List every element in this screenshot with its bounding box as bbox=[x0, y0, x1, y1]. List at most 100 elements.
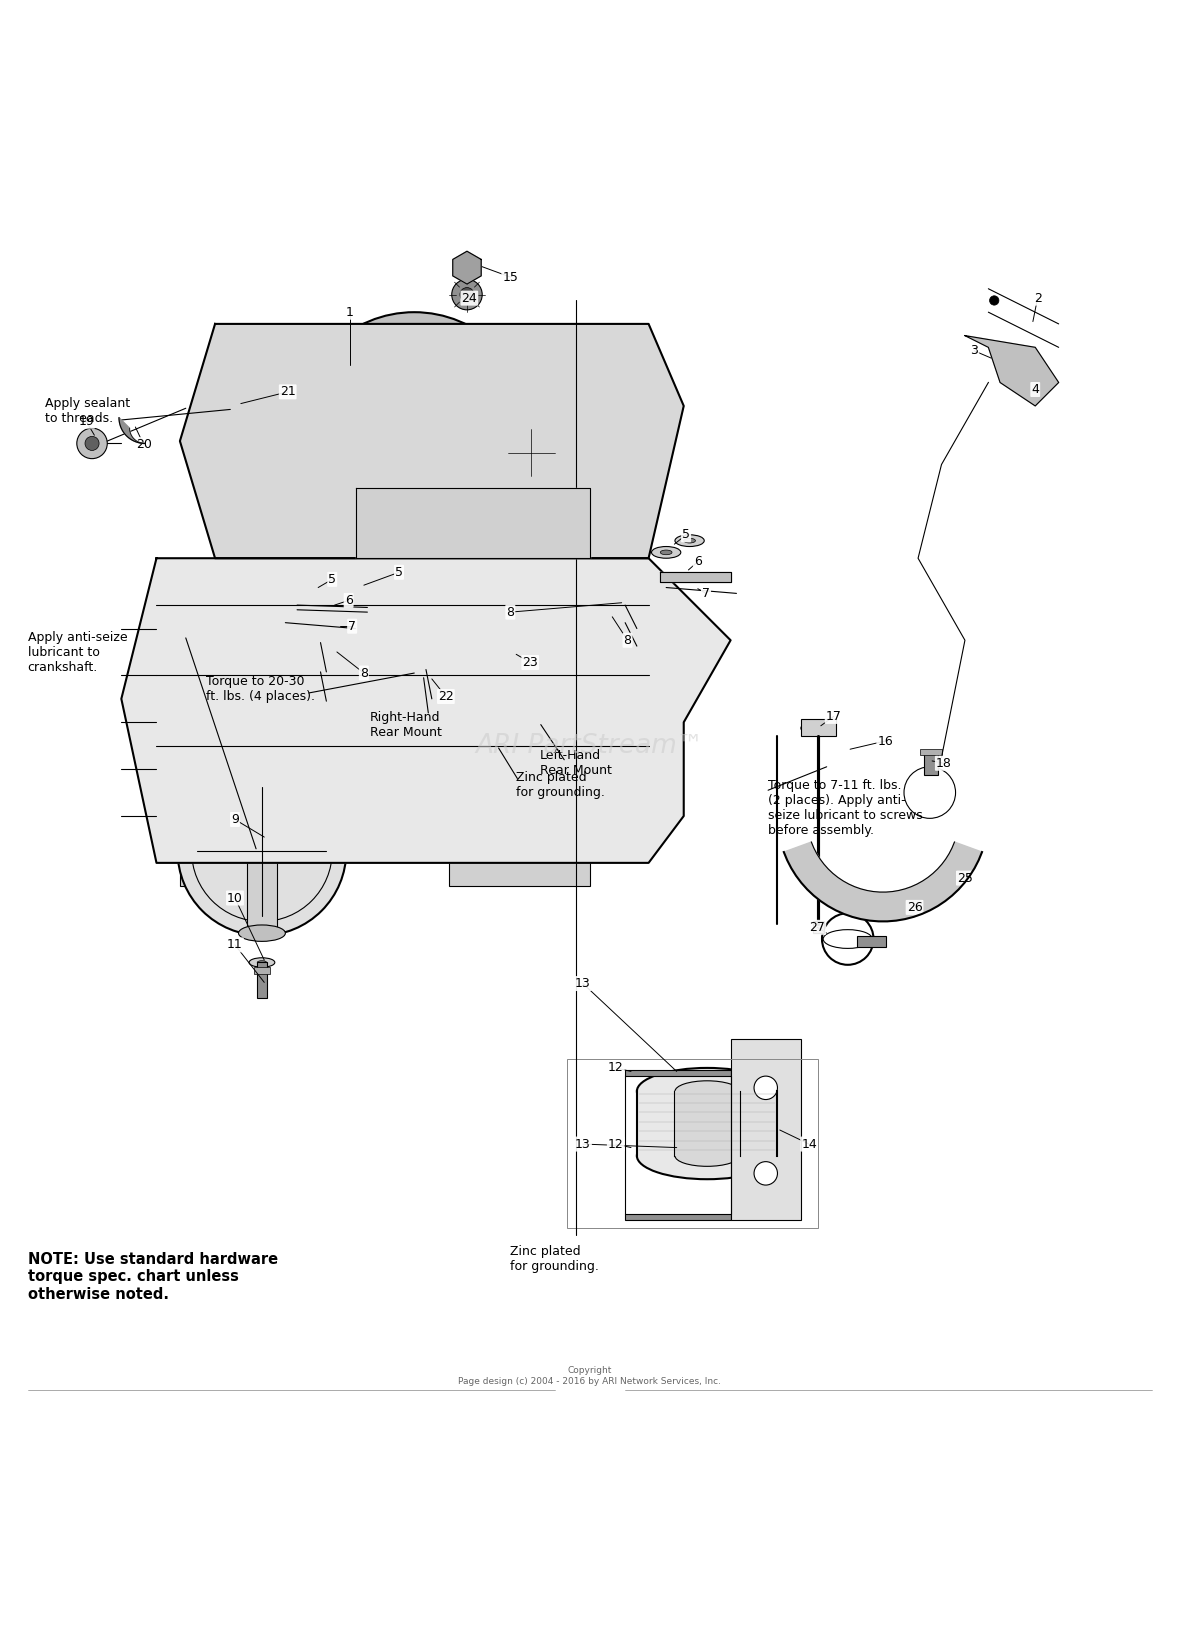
Circle shape bbox=[353, 403, 369, 419]
Circle shape bbox=[77, 428, 107, 459]
Ellipse shape bbox=[299, 583, 325, 594]
Bar bbox=[924, 752, 938, 775]
Text: 18: 18 bbox=[936, 757, 952, 770]
Bar bbox=[637, 1092, 778, 1155]
Polygon shape bbox=[453, 251, 481, 284]
Ellipse shape bbox=[257, 961, 267, 965]
Ellipse shape bbox=[333, 586, 343, 591]
Bar bbox=[247, 852, 277, 934]
Text: 14: 14 bbox=[801, 1138, 817, 1151]
Circle shape bbox=[353, 439, 369, 455]
Ellipse shape bbox=[238, 925, 286, 942]
Text: 15: 15 bbox=[503, 271, 518, 284]
Bar bbox=[622, 614, 634, 623]
Ellipse shape bbox=[306, 586, 316, 591]
Ellipse shape bbox=[661, 550, 673, 555]
Text: 5: 5 bbox=[682, 529, 690, 542]
Text: Left-Hand
Rear Mount: Left-Hand Rear Mount bbox=[539, 749, 611, 777]
Circle shape bbox=[424, 439, 440, 455]
Circle shape bbox=[85, 436, 99, 450]
Bar bbox=[622, 596, 634, 605]
Text: 1: 1 bbox=[346, 305, 354, 318]
Polygon shape bbox=[661, 573, 730, 581]
Text: 23: 23 bbox=[523, 656, 538, 669]
Text: 19: 19 bbox=[78, 415, 94, 428]
Text: ARI PartStream™: ARI PartStream™ bbox=[476, 733, 704, 759]
Bar bbox=[625, 1214, 730, 1221]
Text: 20: 20 bbox=[136, 437, 151, 450]
Text: 12: 12 bbox=[608, 1061, 624, 1074]
Text: 17: 17 bbox=[826, 710, 841, 723]
Circle shape bbox=[459, 369, 476, 385]
Ellipse shape bbox=[326, 583, 350, 594]
Text: Apply sealant
to threads.: Apply sealant to threads. bbox=[45, 397, 130, 424]
Ellipse shape bbox=[249, 958, 275, 968]
Text: 8: 8 bbox=[506, 605, 514, 619]
Text: 12: 12 bbox=[608, 1138, 624, 1151]
Bar bbox=[254, 968, 270, 974]
Text: 8: 8 bbox=[360, 666, 368, 679]
Circle shape bbox=[388, 369, 405, 385]
Text: Zinc plated
for grounding.: Zinc plated for grounding. bbox=[516, 772, 605, 800]
Text: Torque to 20-30
ft. lbs. (4 places).: Torque to 20-30 ft. lbs. (4 places). bbox=[205, 676, 315, 703]
Text: Apply anti-seize
lubricant to
crankshaft.: Apply anti-seize lubricant to crankshaft… bbox=[27, 632, 127, 674]
Circle shape bbox=[243, 832, 281, 870]
Text: 8: 8 bbox=[623, 633, 631, 646]
Circle shape bbox=[754, 1162, 778, 1185]
Bar bbox=[857, 935, 886, 947]
Text: Zinc plated
for grounding.: Zinc plated for grounding. bbox=[510, 1245, 599, 1273]
Bar bbox=[920, 749, 942, 756]
Polygon shape bbox=[355, 488, 590, 558]
Text: 27: 27 bbox=[809, 920, 825, 934]
Circle shape bbox=[754, 1075, 778, 1100]
Circle shape bbox=[388, 473, 405, 490]
Bar bbox=[625, 1071, 730, 1075]
Bar bbox=[319, 663, 330, 672]
Text: 24: 24 bbox=[461, 292, 477, 305]
Circle shape bbox=[297, 312, 531, 547]
Polygon shape bbox=[965, 336, 1058, 406]
Circle shape bbox=[990, 295, 999, 305]
Ellipse shape bbox=[509, 653, 519, 658]
Ellipse shape bbox=[683, 539, 695, 543]
Text: 6: 6 bbox=[345, 594, 353, 607]
Polygon shape bbox=[784, 842, 982, 922]
Polygon shape bbox=[122, 558, 730, 863]
Text: Right-Hand
Rear Mount: Right-Hand Rear Mount bbox=[369, 710, 441, 739]
Text: 21: 21 bbox=[280, 385, 295, 398]
Text: Torque to 7-11 ft. lbs.
(2 places). Apply anti-
seize lubricant to screws
before: Torque to 7-11 ft. lbs. (2 places). Appl… bbox=[768, 778, 923, 837]
Text: 7: 7 bbox=[702, 588, 710, 601]
Circle shape bbox=[452, 279, 483, 310]
Text: 5: 5 bbox=[395, 566, 404, 579]
Text: 11: 11 bbox=[227, 938, 243, 951]
Text: Copyright
Page design (c) 2004 - 2016 by ARI Network Services, Inc.: Copyright Page design (c) 2004 - 2016 by… bbox=[459, 1366, 721, 1386]
Text: 13: 13 bbox=[575, 1138, 591, 1151]
Bar bbox=[230, 403, 254, 415]
Circle shape bbox=[388, 403, 405, 419]
Bar bbox=[420, 664, 432, 672]
Ellipse shape bbox=[651, 547, 681, 558]
Circle shape bbox=[353, 369, 369, 385]
Circle shape bbox=[459, 439, 476, 455]
Bar bbox=[179, 839, 321, 886]
Circle shape bbox=[424, 369, 440, 385]
Text: 5: 5 bbox=[328, 573, 336, 586]
Text: NOTE: Use standard hardware
torque spec. chart unless
otherwise noted.: NOTE: Use standard hardware torque spec.… bbox=[27, 1252, 277, 1302]
Text: 3: 3 bbox=[970, 344, 978, 357]
Circle shape bbox=[388, 439, 405, 455]
Bar bbox=[674, 1092, 739, 1155]
Text: 7: 7 bbox=[348, 620, 356, 633]
Circle shape bbox=[424, 473, 440, 490]
Ellipse shape bbox=[675, 1080, 740, 1102]
Polygon shape bbox=[179, 323, 683, 558]
Circle shape bbox=[460, 287, 474, 302]
Text: 2: 2 bbox=[1034, 292, 1042, 305]
Circle shape bbox=[519, 441, 543, 465]
Circle shape bbox=[459, 473, 476, 490]
Bar bbox=[813, 922, 825, 934]
Text: 10: 10 bbox=[227, 891, 243, 904]
Circle shape bbox=[1003, 361, 1021, 380]
Text: 9: 9 bbox=[231, 813, 238, 826]
Text: 4: 4 bbox=[1031, 384, 1040, 397]
Text: 25: 25 bbox=[957, 871, 972, 885]
